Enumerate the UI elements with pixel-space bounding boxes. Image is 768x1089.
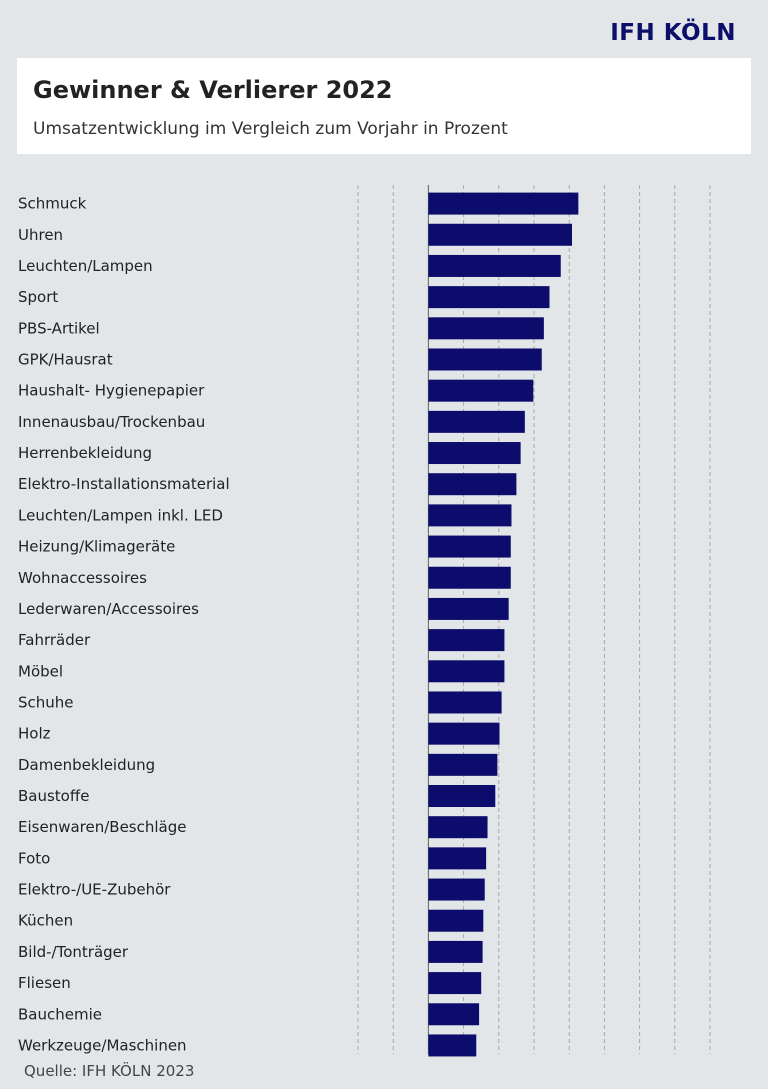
bar (428, 254, 561, 277)
bar (428, 504, 512, 527)
category-label: Bild-/Tonträger (18, 943, 129, 961)
category-label: Holz (18, 725, 51, 743)
category-labels: Schmuck Uhren Leuchten/Lampen Sport PBS-Arti… (18, 195, 230, 1055)
category-label: Fliesen (18, 974, 71, 992)
category-label: Leuchten/Lampen inkl. LED (18, 506, 223, 524)
bars (428, 192, 579, 1057)
bar (428, 597, 509, 620)
category-label: Elektro-Installationsmaterial (18, 475, 230, 493)
category-label: Lederwaren/Accessoires (18, 600, 199, 618)
category-label: Damenbekleidung (18, 756, 155, 774)
grid-lines (357, 185, 711, 1054)
category-label: Foto (18, 849, 50, 867)
bar (428, 535, 511, 558)
bar (428, 442, 521, 465)
bar (428, 816, 488, 839)
chart-subtitle: Umsatzentwicklung im Vergleich zum Vorja… (33, 119, 508, 139)
bar (428, 878, 485, 901)
category-label: Heizung/Klimageräte (18, 538, 175, 556)
category-label: Baustoffe (18, 787, 89, 805)
bar (428, 1003, 480, 1026)
bar (428, 629, 505, 652)
bar (428, 972, 482, 995)
bar (428, 847, 487, 870)
bar (428, 410, 525, 433)
category-label: PBS-Artikel (18, 319, 100, 337)
bar (428, 473, 517, 496)
brand-logo: IFH KÖLN (610, 20, 736, 46)
category-label: Küchen (18, 912, 73, 930)
category-label: Schmuck (18, 195, 87, 213)
chart-header: Gewinner & Verlierer 2022 Umsatzentwickl… (17, 58, 751, 154)
chart-title: Gewinner & Verlierer 2022 (33, 76, 393, 104)
bar (428, 192, 579, 215)
bar (428, 286, 550, 309)
category-label: Uhren (18, 226, 63, 244)
bar (428, 940, 483, 963)
category-label: Schuhe (18, 693, 74, 711)
bar (428, 691, 502, 714)
bar (428, 785, 496, 808)
category-label: Leuchten/Lampen (18, 257, 153, 275)
category-label: Möbel (18, 662, 63, 680)
category-label: Herrenbekleidung (18, 444, 152, 462)
bar (428, 317, 544, 340)
source-note: Quelle: IFH KÖLN 2023 (24, 1062, 195, 1080)
bar (428, 909, 484, 932)
bar (428, 566, 511, 589)
category-label: Fahrräder (18, 631, 91, 649)
bar (428, 660, 505, 683)
category-label: Wohnaccessoires (18, 569, 147, 587)
category-label: Werkzeuge/Maschinen (18, 1036, 187, 1054)
bar (428, 379, 534, 402)
category-label: Sport (18, 288, 58, 306)
bar (428, 753, 498, 776)
category-label: Haushalt- Hygienepapier (18, 382, 205, 400)
bar (428, 722, 500, 745)
bar-chart: Schmuck Uhren Leuchten/Lampen Sport PBS-Arti… (18, 185, 711, 1057)
category-label: Eisenwaren/Beschläge (18, 818, 186, 836)
bar (428, 1034, 477, 1057)
category-label: Bauchemie (18, 1005, 102, 1023)
category-label: Innenausbau/Trockenbau (18, 413, 205, 431)
category-label: Elektro-/UE-Zubehör (18, 881, 171, 899)
bar (428, 223, 573, 246)
category-label: GPK/Hausrat (18, 350, 113, 368)
bar (428, 348, 542, 371)
